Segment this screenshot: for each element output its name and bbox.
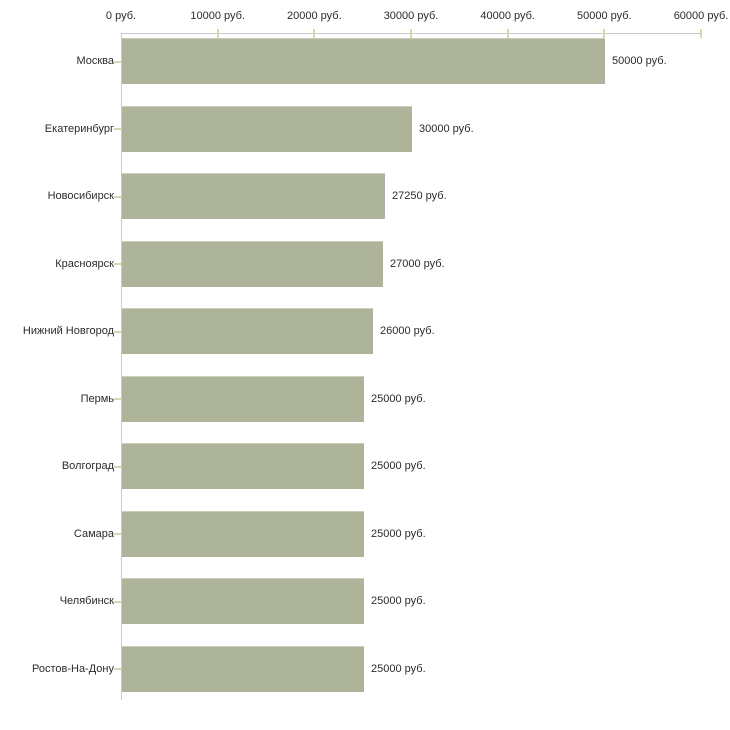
- bar-value-label: 25000 руб.: [371, 527, 426, 540]
- chart-row: Красноярск 27000 руб.: [0, 236, 730, 303]
- bar-value-label: 25000 руб.: [371, 595, 426, 607]
- category-label: Волгоград: [61, 460, 114, 472]
- x-axis-tick-mark: [410, 29, 412, 38]
- x-axis-tick-label: 40000 руб.: [480, 10, 535, 22]
- x-axis-tick-label: 10000 руб.: [190, 10, 245, 22]
- bar-value-label: 25000 руб.: [371, 392, 426, 405]
- x-axis-tick-label: 60000 руб.: [673, 10, 729, 22]
- category-label: Челябинск: [59, 595, 114, 607]
- y-axis-line: [121, 33, 122, 700]
- bar: [122, 510, 364, 557]
- bar: [122, 375, 364, 422]
- chart-row: Самара 25000 руб.: [0, 506, 730, 573]
- y-axis-tick-mark: [114, 263, 121, 265]
- chart-row: Нижний Новгород 26000 руб.: [0, 303, 730, 370]
- bar: [122, 105, 412, 152]
- bar-value-label: 50000 руб.: [612, 55, 667, 67]
- y-axis-tick-mark: [114, 600, 121, 603]
- bar: [122, 240, 383, 287]
- chart-row: Москва 50000 руб.: [0, 33, 730, 100]
- chart-row: Ростов-На-Дону 25000 руб.: [0, 641, 730, 708]
- bar: [122, 38, 605, 84]
- bar-value-label: 27250 руб.: [392, 190, 447, 202]
- y-axis-tick-mark: [114, 60, 121, 63]
- category-label: Ростов-На-Дону: [31, 662, 114, 675]
- x-axis-tick-mark: [506, 29, 509, 38]
- chart-row: Екатеринбург 30000 руб.: [0, 101, 730, 168]
- y-axis-tick-mark: [114, 465, 121, 468]
- bar: [122, 443, 364, 489]
- chart-row: Новосибирск 27250 руб.: [0, 168, 730, 235]
- y-axis-tick-mark: [114, 398, 121, 400]
- bar: [122, 173, 385, 219]
- category-label: Пермь: [80, 392, 114, 405]
- bar-value-label: 25000 руб.: [371, 662, 426, 675]
- chart-row: Пермь 25000 руб.: [0, 371, 730, 438]
- bar: [122, 645, 364, 692]
- chart-row: Волгоград 25000 руб.: [0, 438, 730, 505]
- x-axis-tick-label: 20000 руб.: [287, 10, 342, 22]
- category-label: Екатеринбург: [44, 122, 114, 135]
- y-axis-tick-mark: [114, 533, 121, 535]
- bar-value-label: 30000 руб.: [419, 122, 474, 135]
- x-axis-tick-mark: [313, 29, 316, 38]
- x-axis-tick-label: 50000 руб.: [577, 10, 632, 22]
- bar-value-label: 27000 руб.: [390, 257, 445, 270]
- y-axis-tick-mark: [114, 195, 121, 198]
- category-label: Москва: [76, 55, 114, 67]
- y-axis-tick-mark: [114, 330, 121, 333]
- category-label: Красноярск: [55, 257, 114, 270]
- x-axis-tick-mark: [603, 29, 606, 38]
- bar-value-label: 25000 руб.: [371, 460, 426, 472]
- chart-row: Челябинск 25000 руб.: [0, 573, 730, 640]
- category-label: Самара: [73, 527, 114, 540]
- y-axis-tick-mark: [114, 128, 121, 130]
- x-axis-tick-mark: [216, 29, 219, 38]
- y-axis-tick-mark: [114, 668, 121, 670]
- x-axis-tick-label: 0 руб.: [105, 10, 137, 22]
- category-label: Нижний Новгород: [22, 325, 114, 337]
- bar: [122, 308, 373, 354]
- x-axis-tick-label: 30000 руб.: [383, 10, 439, 22]
- x-axis-tick-mark: [700, 29, 702, 38]
- bar: [122, 578, 364, 624]
- category-label: Новосибирск: [47, 190, 114, 202]
- bar-value-label: 26000 руб.: [380, 325, 435, 337]
